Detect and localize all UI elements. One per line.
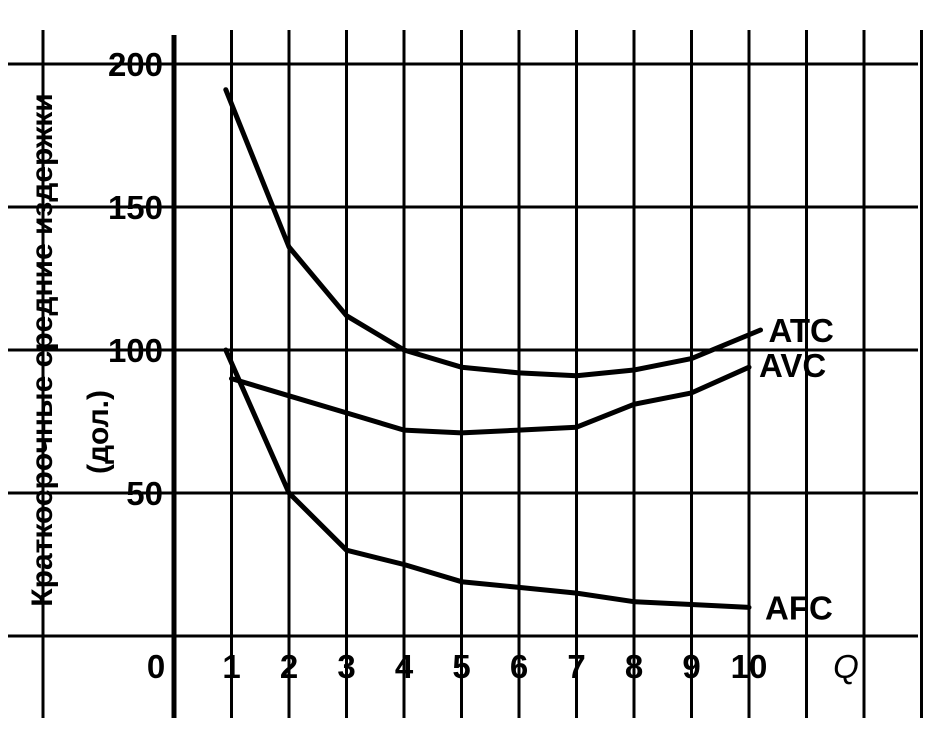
y-tick-label: 50 — [126, 475, 163, 512]
series-label-afc: AFC — [765, 589, 833, 626]
curve-avc — [229, 364, 752, 436]
y-tick-label: 150 — [108, 189, 163, 226]
y-tick-label: 100 — [108, 332, 163, 369]
x-tick-label: 5 — [452, 648, 470, 685]
x-tick-label: 3 — [337, 648, 355, 685]
series-label-avc: AVC — [759, 347, 826, 384]
x-tick-label: 9 — [682, 648, 700, 685]
y-tick-label: 200 — [108, 46, 163, 83]
origin-label: 0 — [147, 648, 165, 685]
x-tick-label: 6 — [510, 648, 528, 685]
curves — [223, 87, 763, 610]
curve-atc — [223, 87, 763, 379]
series-label-atc: ATC — [769, 312, 834, 349]
grid — [8, 30, 923, 718]
x-tick-label: 7 — [567, 648, 585, 685]
curve-afc — [223, 347, 752, 610]
x-axis-label: Q — [833, 648, 859, 685]
y-axis-unit-label: (дол.) — [82, 390, 115, 474]
x-tick-label: 4 — [395, 648, 414, 685]
x-tick-label: 2 — [280, 648, 298, 685]
y-axis-label: Краткосрочные средние издержки — [26, 93, 59, 606]
x-tick-label: 1 — [222, 648, 240, 685]
x-tick-label: 8 — [625, 648, 643, 685]
x-tick-label: 10 — [731, 648, 768, 685]
